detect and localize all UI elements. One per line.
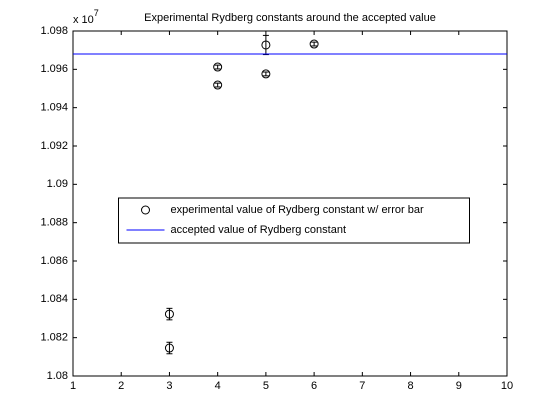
y-tick-label: 1.088	[40, 217, 68, 229]
x-tick-label: 9	[456, 380, 462, 392]
plot-area	[72, 30, 508, 377]
x-tick-label: 2	[118, 380, 124, 392]
marker	[164, 343, 174, 353]
multiplier: x 107	[73, 8, 99, 26]
marker	[261, 69, 271, 79]
y-tick-label: 1.084	[40, 293, 68, 305]
x-tick-label: 6	[311, 380, 317, 392]
x-tick-label: 8	[407, 380, 413, 392]
marker	[164, 309, 174, 319]
marker	[213, 80, 223, 90]
x-tick-label: 3	[166, 380, 172, 392]
marker	[261, 40, 271, 50]
y-tick-label: 1.098	[40, 25, 68, 37]
x-tick-label: 1	[70, 380, 76, 392]
legend-label: accepted value of Rydberg constant	[171, 224, 347, 236]
y-tick-label: 1.08	[47, 370, 68, 382]
legend-box	[118, 197, 470, 244]
legend-label: experimental value of Rydberg constant w…	[171, 204, 424, 216]
y-tick-label: 1.092	[40, 140, 68, 152]
chart-title: Experimental Rydberg constants around th…	[144, 12, 436, 24]
x-tick-label: 5	[263, 380, 269, 392]
x-tick-label: 7	[359, 380, 365, 392]
multiplier-power: 7	[94, 8, 99, 18]
legend-marker	[141, 205, 150, 215]
marker	[309, 39, 319, 49]
x-tick-label: 4	[215, 380, 221, 392]
y-tick-label: 1.096	[40, 63, 68, 75]
y-tick-label: 1.086	[40, 255, 68, 267]
y-tick-label: 1.09	[47, 178, 68, 190]
multiplier-base: x 10	[73, 14, 94, 26]
y-tick-label: 1.082	[40, 332, 68, 344]
y-tick-label: 1.094	[40, 102, 68, 114]
x-tick-label: 10	[501, 380, 513, 392]
marker	[213, 62, 223, 72]
